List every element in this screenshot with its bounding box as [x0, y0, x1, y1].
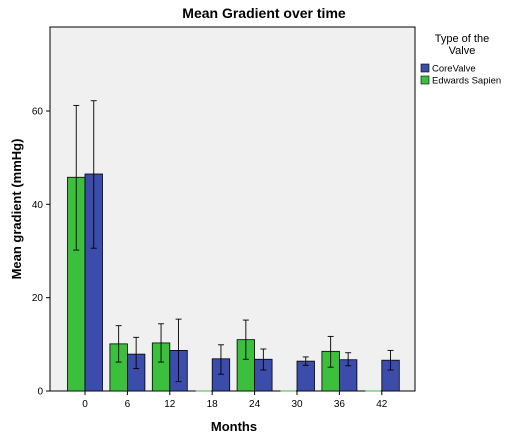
chart-title: Mean Gradient over time: [182, 5, 346, 21]
x-tick-label: 12: [164, 399, 176, 410]
y-tick-label: 40: [32, 200, 44, 211]
x-tick-label: 18: [207, 399, 219, 410]
x-tick-label: 6: [125, 399, 131, 410]
x-tick-label: 42: [376, 399, 388, 410]
x-tick-label: 0: [82, 399, 88, 410]
plot-area: [49, 26, 416, 392]
legend-title-line-2: Valve: [449, 45, 476, 57]
bars: [67, 173, 400, 392]
error-bar: [158, 323, 165, 363]
x-tick-label: 24: [249, 399, 261, 410]
error-bar: [387, 349, 394, 371]
legend-title-line-1: Type of the: [435, 33, 489, 45]
x-tick-label: 36: [334, 399, 346, 410]
legend-swatch: [420, 63, 430, 73]
y-tick-label: 60: [32, 107, 44, 118]
error-bar: [73, 104, 80, 251]
legend-entry-label: Edwards Sapien: [432, 76, 501, 87]
x-axis: 0 6 12 18 24 30 36 42: [82, 391, 388, 410]
error-bars: [73, 100, 394, 383]
y-tick-label: 0: [37, 387, 43, 398]
error-bar: [115, 325, 122, 363]
error-bar: [345, 352, 352, 367]
y-tick-label: 20: [32, 293, 44, 304]
error-bar: [217, 344, 224, 375]
error-bar: [302, 356, 309, 366]
legend-entry-label: CoreValve: [432, 64, 476, 75]
error-bar: [260, 348, 267, 371]
legend-swatch: [420, 75, 430, 85]
error-bar: [327, 335, 334, 368]
error-bar: [242, 319, 249, 360]
x-tick-label: 30: [291, 399, 303, 410]
error-bar: [133, 336, 140, 370]
error-bar: [90, 100, 97, 249]
x-axis-label: Months: [211, 419, 257, 434]
y-axis: 0 20 40 60: [32, 107, 50, 398]
y-axis-label: Mean gradient (mmHg): [9, 139, 24, 280]
error-bar: [175, 318, 182, 383]
